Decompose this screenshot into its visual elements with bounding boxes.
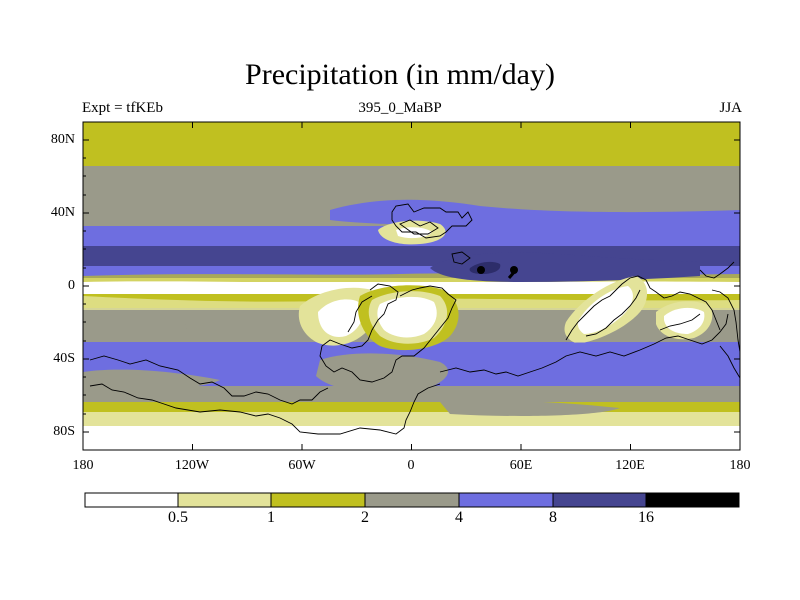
coast-east-edge [711,289,741,353]
band-polar-dry [83,412,740,428]
period-label: 395_0_MaBP [358,100,442,116]
coast-west-south [89,355,329,405]
lat-label-80n: 80N [50,132,75,147]
coast-australia [565,275,721,341]
colorbar-label-8: 8 [549,509,557,526]
coast-africa-south [439,313,729,377]
colorbar-label-1: 1 [267,509,275,526]
colorbar-label-0.5: 0.5 [168,509,188,526]
coast-south-america [319,283,457,383]
lat-label-80s: 80S [53,424,75,439]
lon-label-120w: 120W [174,458,210,473]
lon-label-0: 0 [407,458,415,473]
colorbar-label-4: 4 [455,509,463,526]
lon-label-60e: 60E [509,458,533,473]
coast-north-atlantic [391,203,473,239]
lat-label-40n: 40N [50,205,75,220]
coast-island [451,251,471,265]
lon-label-180e: 180 [729,458,751,473]
lon-label-180w: 180 [72,458,94,473]
lat-label-40s: 40S [53,351,75,366]
band-arctic-low [83,122,740,168]
colorbar-label-16: 16 [638,509,654,526]
map-title: Precipitation (in mm/day) [245,58,555,91]
lat-label-0: 0 [68,278,75,293]
lon-label-60w: 60W [288,458,316,473]
lon-label-120e: 120E [615,458,645,473]
experiment-label: Expt = tfKEb [82,100,163,116]
band-south-high [83,386,740,404]
season-label: JJA [719,100,742,116]
colorbar [84,492,740,508]
colorbar-label-2: 2 [361,509,369,526]
